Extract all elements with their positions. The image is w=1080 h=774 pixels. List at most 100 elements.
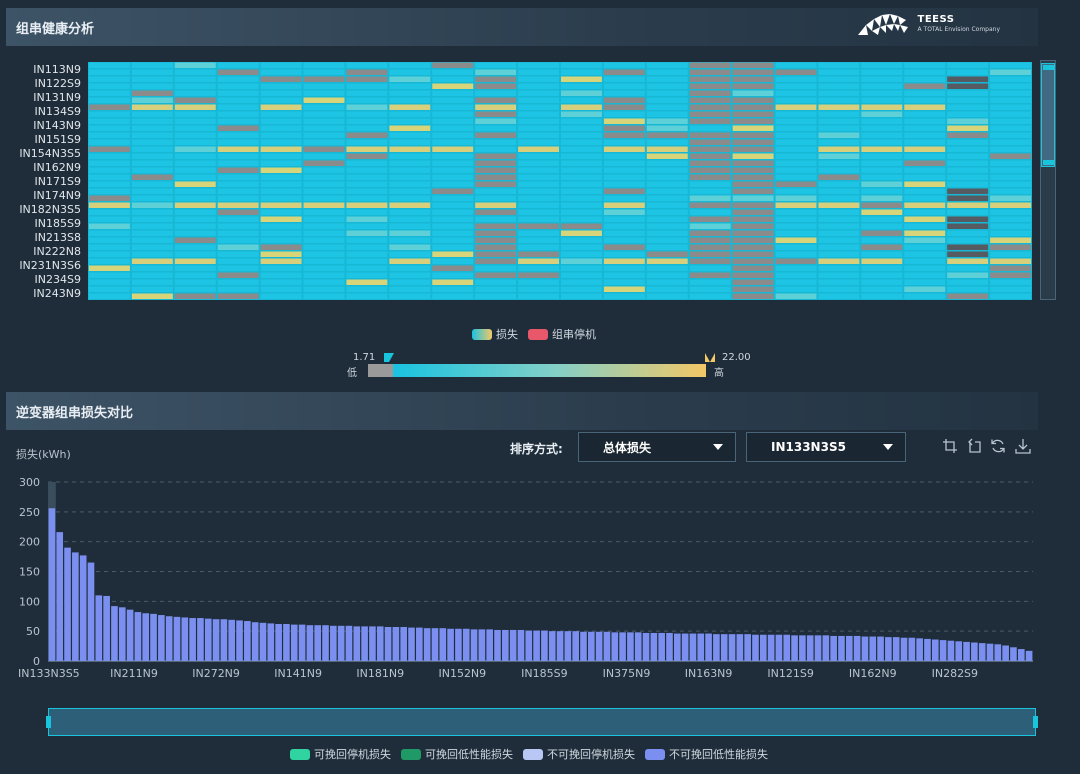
heatmap-cell[interactable] — [818, 139, 860, 146]
legend-item-series[interactable]: 可挽回低性能损失 — [401, 746, 513, 762]
heatmap-cell[interactable] — [89, 286, 130, 293]
heatmap-cell[interactable] — [646, 237, 688, 244]
heatmap-cell[interactable] — [990, 181, 1031, 188]
heatmap-cell[interactable] — [475, 230, 517, 237]
bar[interactable] — [822, 635, 830, 661]
bar[interactable] — [588, 631, 595, 661]
bar[interactable] — [814, 635, 822, 661]
heatmap-cell[interactable] — [89, 279, 130, 286]
heatmap-cell[interactable] — [217, 132, 259, 139]
bar[interactable] — [95, 595, 103, 661]
heatmap-cell[interactable] — [603, 181, 645, 188]
heatmap-cell[interactable] — [174, 160, 216, 167]
heatmap-cell[interactable] — [732, 181, 774, 188]
bar[interactable] — [314, 625, 322, 661]
heatmap-cell[interactable] — [947, 160, 989, 167]
heatmap-cell[interactable] — [303, 216, 345, 223]
heatmap-cell[interactable] — [174, 181, 216, 188]
heatmap-cell[interactable] — [775, 97, 817, 104]
heatmap-cell[interactable] — [518, 216, 559, 223]
heatmap-cell[interactable] — [732, 244, 774, 251]
zoom-slider-right-handle[interactable] — [1033, 716, 1038, 728]
bar[interactable] — [861, 636, 869, 661]
heatmap-cell[interactable] — [904, 160, 946, 167]
heatmap-cell[interactable] — [260, 160, 302, 167]
bar[interactable] — [345, 625, 353, 661]
heatmap-cell[interactable] — [217, 97, 259, 104]
heatmap-cell[interactable] — [990, 188, 1031, 195]
heatmap-cell[interactable] — [131, 104, 173, 111]
heatmap-cell[interactable] — [732, 160, 774, 167]
heatmap-cell[interactable] — [475, 160, 517, 167]
heatmap-cell[interactable] — [947, 188, 989, 195]
heatmap-cell[interactable] — [689, 251, 731, 258]
heatmap-cell[interactable] — [818, 69, 860, 76]
heatmap-cell[interactable] — [990, 279, 1031, 286]
heatmap-cell[interactable] — [904, 223, 946, 230]
heatmap-cell[interactable] — [432, 111, 474, 118]
bar[interactable] — [56, 532, 64, 661]
heatmap-cell[interactable] — [303, 244, 345, 251]
heatmap-cell[interactable] — [818, 244, 860, 251]
bar[interactable] — [931, 639, 939, 661]
bar[interactable] — [158, 615, 165, 661]
bar[interactable] — [455, 628, 462, 661]
bar[interactable] — [134, 612, 142, 661]
heatmap-cell[interactable] — [603, 293, 645, 300]
heatmap-cell[interactable] — [861, 160, 903, 167]
bar[interactable] — [431, 628, 439, 661]
bar[interactable] — [548, 631, 556, 661]
heatmap-cell[interactable] — [646, 188, 688, 195]
bar[interactable] — [759, 634, 767, 661]
heatmap-cell[interactable] — [689, 188, 731, 195]
heatmap-cell[interactable] — [303, 209, 345, 216]
heatmap-cell[interactable] — [89, 76, 130, 83]
bar[interactable] — [947, 640, 955, 661]
heatmap-cell[interactable] — [861, 153, 903, 160]
heatmap-cell[interactable] — [775, 62, 817, 69]
heatmap-cell[interactable] — [904, 174, 946, 181]
heatmap-cell[interactable] — [89, 146, 130, 153]
bar[interactable] — [791, 635, 798, 661]
heatmap-cell[interactable] — [174, 174, 216, 181]
heatmap-cell[interactable] — [990, 167, 1031, 174]
heatmap-cell[interactable] — [689, 69, 731, 76]
heatmap-cell[interactable] — [89, 216, 130, 223]
bar[interactable] — [337, 625, 345, 661]
heatmap-cell[interactable] — [646, 293, 688, 300]
bar[interactable] — [189, 618, 196, 661]
zoom-reset-icon[interactable] — [966, 438, 982, 454]
heatmap-cell[interactable] — [561, 76, 602, 83]
heatmap-cell[interactable] — [732, 230, 774, 237]
heatmap-cell[interactable] — [260, 76, 302, 83]
bar[interactable] — [236, 620, 243, 661]
heatmap-cell[interactable] — [389, 118, 431, 125]
bar[interactable] — [658, 632, 665, 661]
heatmap-cell[interactable] — [303, 62, 345, 69]
heatmap-cell[interactable] — [904, 216, 946, 223]
heatmap-cell[interactable] — [174, 195, 216, 202]
heatmap-cell[interactable] — [303, 76, 345, 83]
heatmap-cell[interactable] — [646, 286, 688, 293]
bar[interactable] — [79, 555, 87, 661]
bar[interactable] — [197, 618, 204, 661]
heatmap-cell[interactable] — [389, 223, 431, 230]
heatmap-cell[interactable] — [518, 139, 559, 146]
heatmap-cell[interactable] — [475, 76, 517, 83]
heatmap-cell[interactable] — [518, 104, 559, 111]
heatmap-cell[interactable] — [689, 237, 731, 244]
bar[interactable] — [853, 635, 861, 661]
heatmap-cell[interactable] — [174, 223, 216, 230]
heatmap-cell[interactable] — [689, 272, 731, 279]
heatmap-cell[interactable] — [303, 69, 345, 76]
heatmap-cell[interactable] — [217, 90, 259, 97]
heatmap-cell[interactable] — [174, 293, 216, 300]
heatmap-cell[interactable] — [174, 153, 216, 160]
heatmap-cell[interactable] — [732, 195, 774, 202]
zoom-slider-left-handle[interactable] — [46, 716, 51, 728]
heatmap-cell[interactable] — [303, 195, 345, 202]
heatmap-cell[interactable] — [861, 167, 903, 174]
heatmap-cell[interactable] — [475, 181, 517, 188]
heatmap-cell[interactable] — [131, 279, 173, 286]
heatmap-cell[interactable] — [131, 97, 173, 104]
